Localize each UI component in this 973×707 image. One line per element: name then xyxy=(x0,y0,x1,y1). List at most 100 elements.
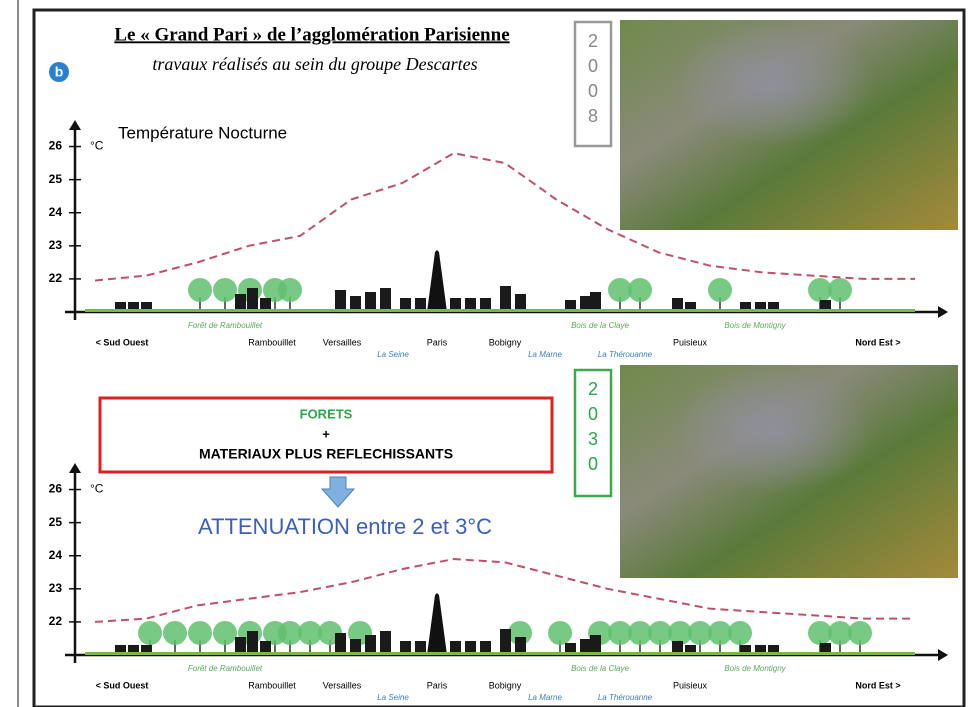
tree xyxy=(548,621,572,645)
building xyxy=(235,294,246,312)
location-label: Paris xyxy=(427,680,448,690)
building xyxy=(235,637,246,655)
year-box xyxy=(573,20,613,148)
grass xyxy=(85,309,915,312)
tree xyxy=(648,621,672,645)
building xyxy=(415,298,426,312)
tree xyxy=(138,621,162,645)
tree xyxy=(163,621,187,645)
callout-box xyxy=(98,396,554,474)
badge xyxy=(49,62,69,82)
year-digit: 0 xyxy=(588,56,598,76)
building xyxy=(565,643,576,655)
callout-line: FORETS xyxy=(300,406,353,421)
building xyxy=(415,641,426,655)
tree xyxy=(213,278,237,302)
tree xyxy=(213,621,237,645)
building xyxy=(768,302,779,312)
building xyxy=(672,641,683,655)
y-tick-label: 23 xyxy=(49,238,63,252)
building xyxy=(380,631,391,655)
building xyxy=(465,298,476,312)
location-label: Puisieux xyxy=(673,680,708,690)
location-label: Puisieux xyxy=(673,337,708,347)
y-tick-label: 26 xyxy=(49,139,63,153)
tree xyxy=(628,621,652,645)
building xyxy=(115,645,126,655)
building xyxy=(672,298,683,312)
tree xyxy=(808,278,832,302)
building xyxy=(141,302,152,312)
building xyxy=(480,298,491,312)
building xyxy=(500,286,511,312)
location-label: Nord Est > xyxy=(855,337,900,347)
building xyxy=(755,645,766,655)
temperature-line xyxy=(94,558,915,623)
feature-label: La Seine xyxy=(377,350,409,359)
y-unit: °C xyxy=(90,482,104,496)
y-tick-label: 24 xyxy=(49,205,63,219)
y-axis-arrow xyxy=(69,120,81,130)
year-digit: 2 xyxy=(588,379,598,399)
building xyxy=(820,300,831,312)
y-tick-label: 22 xyxy=(49,614,63,628)
feature-label: La Marne xyxy=(528,350,562,359)
year-digit: 0 xyxy=(588,404,598,424)
callout-line: MATERIAUX PLUS REFLECHISSANTS xyxy=(199,446,453,462)
building xyxy=(247,631,258,655)
tree xyxy=(188,621,212,645)
building xyxy=(740,645,751,655)
building xyxy=(141,645,152,655)
y-tick-label: 25 xyxy=(49,515,63,529)
badge-text: b xyxy=(55,64,64,80)
year-box xyxy=(573,368,613,498)
building xyxy=(565,300,576,312)
location-label: Versailles xyxy=(323,337,362,347)
building xyxy=(755,302,766,312)
arrow-text: ATTENUATION entre 2 et 3°C xyxy=(198,514,492,539)
tree xyxy=(278,621,302,645)
tree xyxy=(808,621,832,645)
callout-line: + xyxy=(322,426,330,441)
building xyxy=(335,633,346,655)
eiffel-tower xyxy=(427,250,447,312)
frame xyxy=(32,8,966,707)
feature-label: Forêt de Rambouillet xyxy=(188,321,263,330)
building xyxy=(500,629,511,655)
city-haze xyxy=(620,20,958,230)
title: Le « Grand Pari » de l’agglomération Par… xyxy=(114,24,509,45)
x-axis-arrow xyxy=(938,306,948,318)
tree xyxy=(628,278,652,302)
tree xyxy=(188,278,212,302)
feature-label: Bois de Montigny xyxy=(724,664,786,673)
location-label: < Sud Ouest xyxy=(96,680,149,690)
y-tick-label: 23 xyxy=(49,581,63,595)
y-tick-label: 25 xyxy=(49,172,63,186)
building xyxy=(350,639,361,655)
feature-label: Bois de la Claye xyxy=(571,321,629,330)
eiffel-tower xyxy=(427,593,447,655)
down-arrow xyxy=(320,476,356,508)
building xyxy=(335,290,346,312)
feature-label: Bois de Montigny xyxy=(724,321,786,330)
y-tick-label: 26 xyxy=(49,482,63,496)
tree xyxy=(278,278,302,302)
subtitle: travaux réalisés au sein du groupe Desca… xyxy=(152,54,477,74)
building xyxy=(350,296,361,312)
building xyxy=(365,635,376,655)
year-digit: 0 xyxy=(588,81,598,101)
building xyxy=(128,645,139,655)
year-digit: 3 xyxy=(588,429,598,449)
building xyxy=(740,302,751,312)
building xyxy=(247,288,258,312)
tree xyxy=(298,621,322,645)
location-label: Nord Est > xyxy=(855,680,900,690)
feature-label: La Seine xyxy=(377,693,409,702)
grass xyxy=(85,652,915,655)
building xyxy=(590,635,601,655)
y-tick-label: 24 xyxy=(49,548,63,562)
building xyxy=(465,641,476,655)
building xyxy=(685,302,696,312)
location-label: Rambouillet xyxy=(248,337,296,347)
